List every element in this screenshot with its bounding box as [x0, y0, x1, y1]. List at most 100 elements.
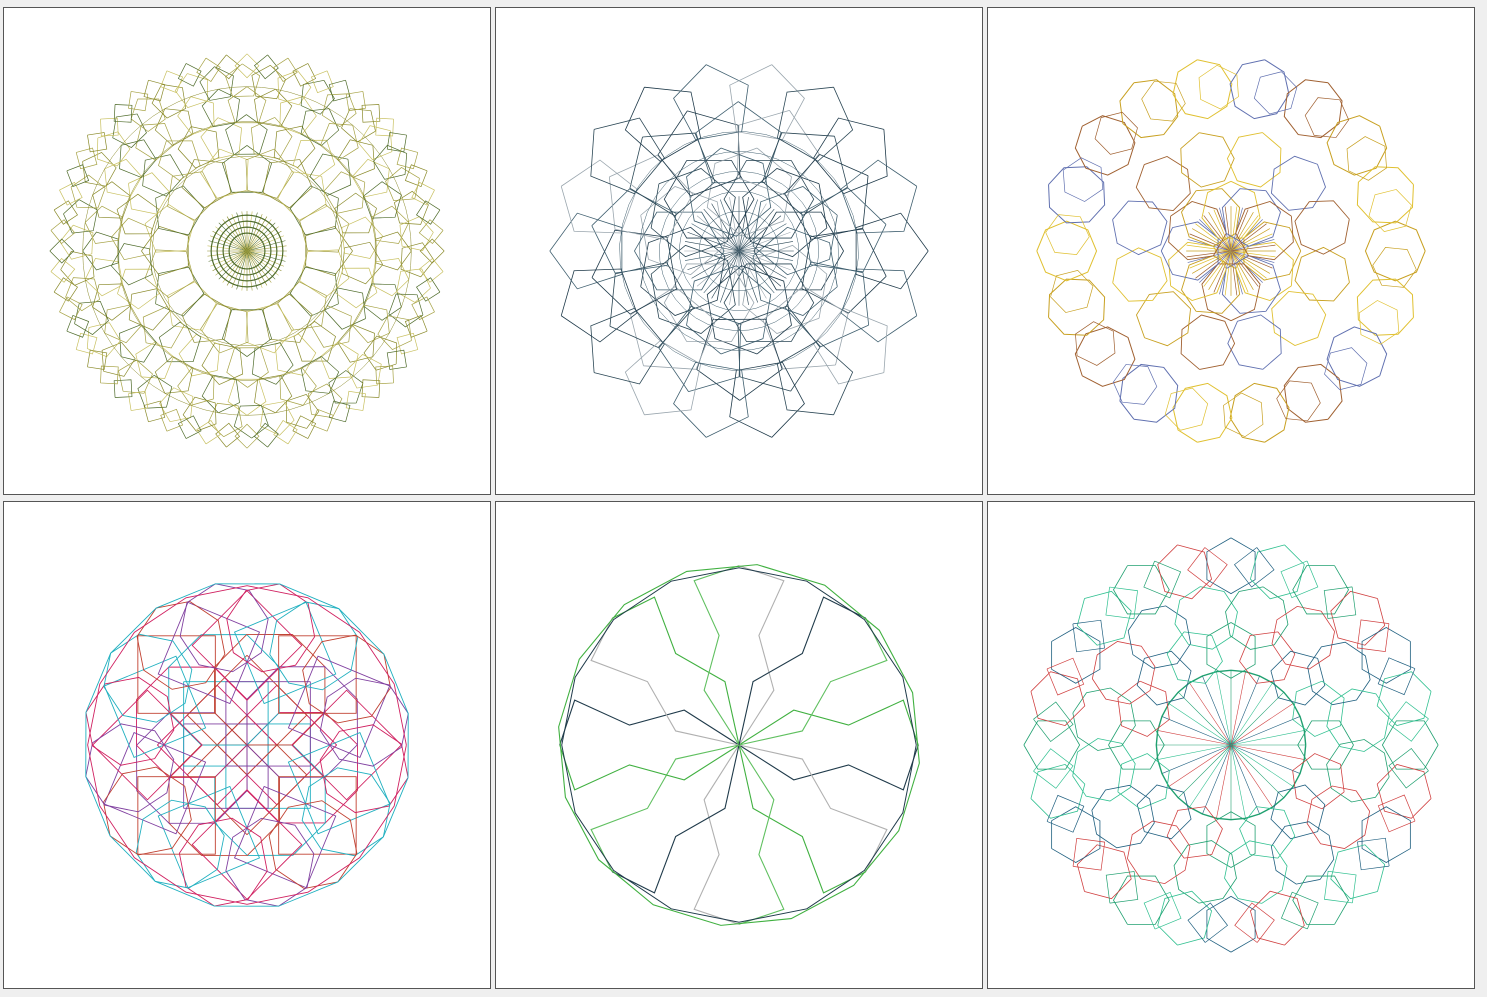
pattern-stroke [208, 240, 248, 252]
pattern-stroke [657, 110, 741, 197]
pattern-stroke [1239, 631, 1296, 684]
pattern-stroke [289, 185, 339, 236]
pattern-stroke [663, 160, 755, 239]
pattern-stroke [590, 744, 740, 873]
pattern-stroke [273, 125, 316, 168]
pattern-stroke [160, 408, 184, 432]
pattern-stroke [199, 66, 234, 101]
pattern-stroke [75, 332, 98, 355]
pattern-stroke [1221, 188, 1281, 247]
pattern-stroke [693, 565, 740, 746]
pattern-stroke [1189, 682, 1232, 746]
pattern-stroke [87, 349, 108, 370]
pattern-stroke [1076, 590, 1132, 646]
pattern-stroke [1091, 784, 1155, 849]
pattern-stroke [1168, 201, 1227, 261]
pattern-stroke [196, 57, 221, 82]
pattern-stroke [418, 257, 444, 283]
pattern-stroke [277, 70, 312, 106]
pattern-stroke [1112, 200, 1168, 256]
pattern-stroke [723, 160, 815, 239]
pattern-stroke [143, 79, 166, 102]
pattern-stroke [1174, 586, 1238, 650]
pattern-stroke [738, 250, 787, 279]
pattern-stroke [396, 147, 419, 170]
pattern-stroke [591, 229, 677, 315]
pattern-stroke [233, 785, 337, 889]
pattern-stroke [738, 744, 785, 925]
pattern-stroke [742, 244, 828, 335]
pattern-stroke [215, 250, 248, 276]
pattern-stroke [1135, 291, 1192, 347]
pattern-stroke [1161, 716, 1232, 746]
pattern-stroke [404, 314, 428, 338]
pattern-stroke [1230, 223, 1267, 252]
pattern-stroke [1230, 233, 1273, 252]
pattern-stroke [1230, 244, 1276, 252]
pattern-stroke [1105, 586, 1138, 620]
pattern-stroke [1224, 206, 1232, 252]
pattern-stroke [1023, 720, 1081, 770]
pattern-stroke [1166, 806, 1223, 859]
pattern-stroke [334, 192, 377, 234]
pattern-stroke [752, 186, 838, 276]
pattern-stroke [691, 250, 740, 279]
pattern-stroke [377, 315, 412, 351]
pattern-stroke [385, 167, 420, 201]
pattern-stroke [226, 583, 316, 673]
pattern-stroke [207, 402, 243, 438]
pattern-stroke [66, 164, 90, 188]
pattern-canvas-5 [558, 564, 920, 926]
pattern-stroke [246, 250, 272, 283]
pattern-stroke [60, 251, 95, 286]
pattern-stroke [215, 226, 248, 252]
pattern-stroke [1119, 79, 1179, 139]
pattern-stroke [136, 601, 226, 690]
pattern-canvas-6 [1023, 537, 1439, 953]
pattern-stroke [101, 342, 136, 377]
pattern-stroke [252, 342, 294, 385]
pattern-stroke [92, 283, 131, 321]
pattern-canvas-4 [85, 583, 409, 907]
pattern-stroke [738, 250, 749, 306]
pattern-stroke [246, 250, 279, 276]
pattern-stroke [277, 281, 327, 331]
pattern-stroke [196, 420, 221, 445]
pattern-stroke [1045, 214, 1090, 255]
pattern-stroke [396, 332, 419, 355]
pattern-stroke [1324, 870, 1357, 904]
pattern-panel-3 [987, 7, 1475, 495]
pattern-stroke [293, 320, 336, 362]
pattern-stroke [679, 191, 799, 311]
pattern-stroke [1230, 228, 1271, 252]
pattern-stroke [1230, 250, 1276, 258]
pattern-stroke [119, 139, 157, 178]
pattern-stroke [159, 387, 194, 423]
pattern-stroke [200, 303, 249, 354]
pattern-stroke [1306, 785, 1371, 849]
pattern-stroke [1181, 188, 1241, 247]
pattern-stroke [1206, 622, 1256, 679]
pattern-stroke [1230, 744, 1246, 819]
pattern-stroke [711, 203, 740, 252]
pattern-stroke [70, 174, 106, 209]
pattern-stroke [128, 390, 149, 411]
pattern-stroke [634, 211, 725, 291]
pattern-stroke [1271, 290, 1327, 347]
pattern-panel-6 [987, 501, 1475, 989]
pattern-stroke [103, 731, 207, 835]
pattern-stroke [152, 156, 342, 346]
pattern-stroke [370, 258, 410, 297]
pattern-canvas-1 [49, 53, 445, 449]
pattern-stroke [241, 250, 248, 291]
pattern-stroke [278, 776, 357, 855]
pattern-stroke [137, 776, 216, 855]
pattern-stroke [776, 340, 854, 416]
pattern-stroke [309, 153, 352, 196]
pattern-stroke [1230, 716, 1301, 746]
pattern-stroke [624, 86, 702, 162]
pattern-stroke [157, 601, 261, 705]
pattern-stroke [246, 222, 276, 252]
pattern-stroke [363, 181, 402, 219]
pattern-stroke [1113, 565, 1170, 615]
